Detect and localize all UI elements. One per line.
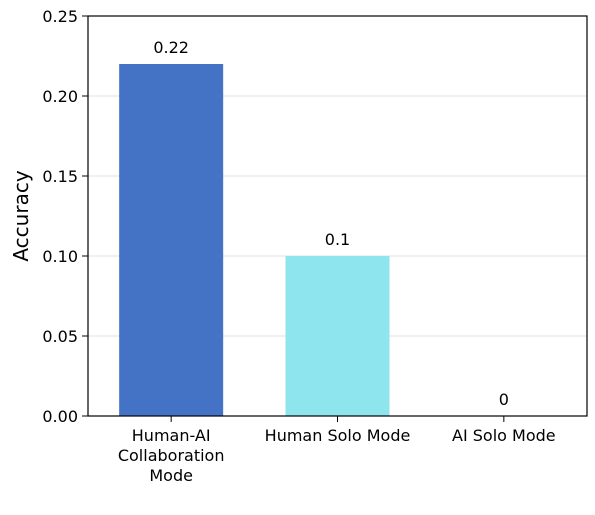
bar: [286, 256, 390, 416]
bar: [119, 64, 223, 416]
x-tick-label: Human-AI Collaboration Mode: [118, 426, 225, 485]
x-tick-label: Human Solo Mode: [265, 426, 411, 445]
y-tick-label: 0.25: [42, 7, 78, 26]
y-tick-label: 0.15: [42, 167, 78, 186]
data-label: 0.22: [153, 38, 189, 57]
data-label: 0.1: [325, 230, 350, 249]
y-tick-label: 0.10: [42, 247, 78, 266]
x-axis-ticks: Human-AI Collaboration Mode Human Solo Mode…: [118, 416, 556, 485]
x-tick-label: AI Solo Mode: [452, 426, 556, 445]
y-tick-label: 0.20: [42, 87, 78, 106]
y-axis-title: Accuracy: [9, 170, 33, 261]
y-axis-ticks: 0.00 0.05 0.10 0.15 0.20 0.25: [42, 7, 88, 426]
y-tick-label: 0.05: [42, 327, 78, 346]
y-tick-label: 0.00: [42, 407, 78, 426]
data-label: 0: [499, 390, 509, 409]
